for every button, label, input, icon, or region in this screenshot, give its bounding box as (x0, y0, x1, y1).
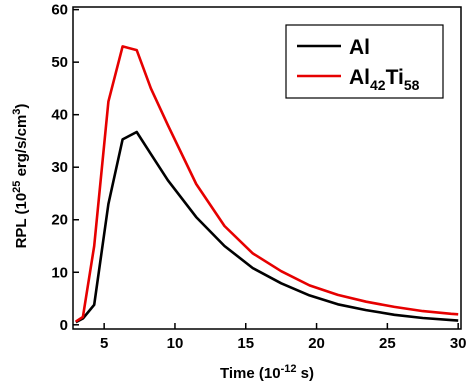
legend-label-al: Al (349, 36, 370, 59)
y-tick-label: 60 (51, 2, 68, 19)
y-tick-label: 40 (51, 107, 68, 124)
y-tick-label: 0 (60, 317, 68, 334)
plot-frame (72, 6, 462, 330)
y-axis-title: RPL (1025 erg/s/cm3) (11, 104, 30, 249)
x-tick-label: 30 (450, 335, 467, 352)
legend-label-al42ti58: Al42Ti58 (349, 66, 420, 93)
axis-ticks (73, 8, 459, 329)
y-tick-label: 50 (51, 54, 68, 71)
x-tick-label: 15 (237, 335, 254, 352)
legend: Al Al42Ti58 (285, 24, 444, 99)
x-tick-label: 10 (167, 335, 184, 352)
x-tick-label: 5 (100, 335, 108, 352)
legend-box (285, 24, 444, 99)
x-axis-title: Time (10-12 s) (220, 363, 314, 382)
plot-lines (75, 45, 459, 324)
y-tick-label: 20 (51, 212, 68, 229)
y-tick-label: 30 (51, 159, 68, 176)
y-tick-label: 10 (51, 264, 68, 281)
x-tick-label: 20 (308, 335, 325, 352)
series-line-al42ti58 (75, 45, 459, 323)
series-line-al (75, 130, 459, 324)
x-tick-label: 25 (379, 335, 396, 352)
tick-labels: 5 10 15 20 25 30 0 10 20 30 40 50 60 (51, 2, 466, 352)
